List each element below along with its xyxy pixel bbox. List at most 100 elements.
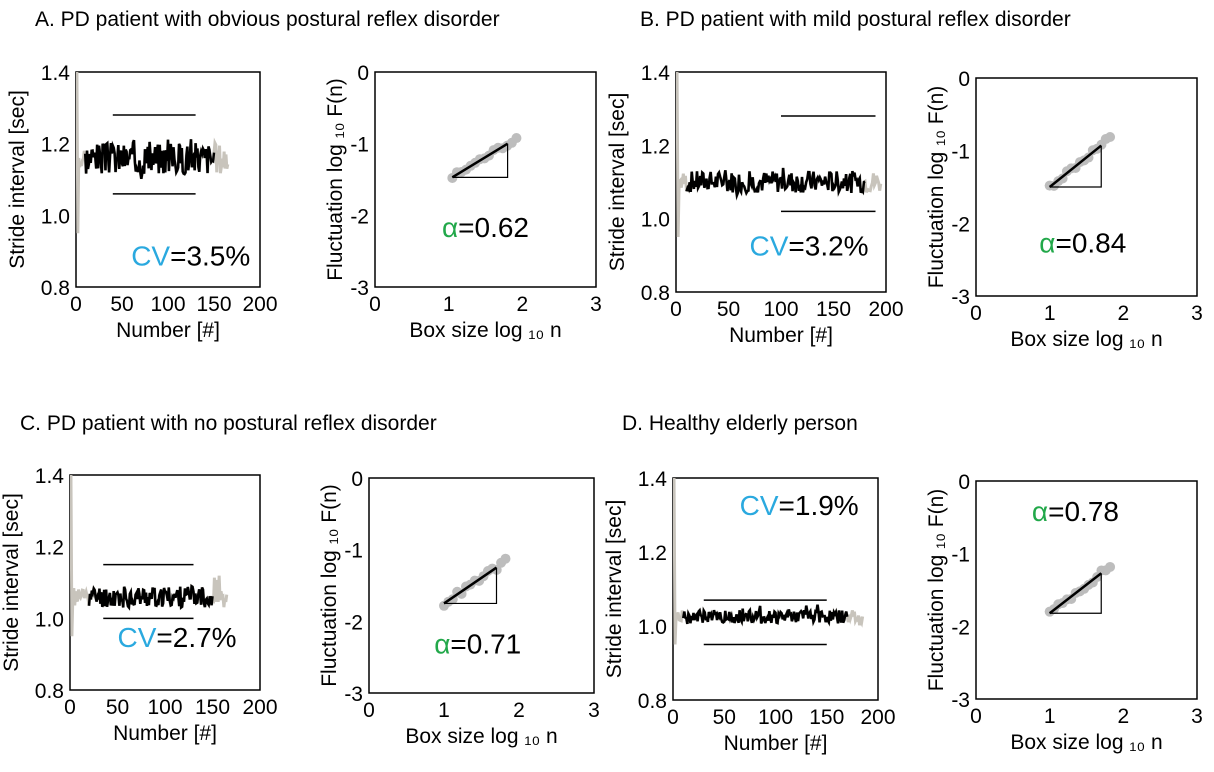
stride-plot: 0 50 100 150 200 0.8 1.0 1.2 1.4 Number [#] Stride… xyxy=(603,468,896,755)
y-axis-label: Fluctuation log ₁₀ F(n) xyxy=(925,489,948,692)
y-tick-label: 0.8 xyxy=(641,282,670,305)
alpha-annotation: α=0.62 xyxy=(442,212,529,243)
slope-triangle xyxy=(444,567,498,605)
cv-annotation: CV=3.2% xyxy=(750,230,869,261)
dfa-fit-line xyxy=(443,566,498,605)
x-tick-label: 3 xyxy=(1191,302,1203,325)
x-tick-label: 2 xyxy=(513,699,525,722)
y-tick-label: 1.4 xyxy=(638,468,668,491)
x-axis-label: Number [#] xyxy=(116,319,220,342)
cv-value: =2.7% xyxy=(156,622,236,653)
y-tick-label: 1.0 xyxy=(41,205,70,228)
y-tick-label: 1.2 xyxy=(41,134,70,157)
x-tick-label: 150 xyxy=(816,298,851,321)
stride-plot-frame xyxy=(672,477,879,701)
cv-value: =1.9% xyxy=(779,490,859,521)
x-tick-label: 0 xyxy=(670,298,682,321)
y-tick-label: 0 xyxy=(958,68,970,91)
y-tick-label: 0.8 xyxy=(41,277,70,300)
y-tick-label: 1.0 xyxy=(35,608,64,631)
alpha-annotation: α=0.71 xyxy=(434,629,521,660)
stride-plot: 0 50 100 150 200 0.8 1.0 1.2 1.4 Number [#] Stride… xyxy=(6,62,278,342)
x-tick-label: 1 xyxy=(443,293,455,316)
y-tick-label: -1 xyxy=(951,141,970,164)
y-tick-label: 1.2 xyxy=(638,542,667,565)
cv-annotation: CV=3.5% xyxy=(131,241,250,272)
y-axis-label: Stride interval [sec] xyxy=(0,493,23,672)
stride-plot: 0 50 100 150 200 0.8 1.0 1.2 1.4 Number [#] Stride… xyxy=(606,62,904,347)
y-tick-label: 0 xyxy=(958,471,970,494)
y-tick-label: 1.0 xyxy=(638,616,667,639)
x-tick-label: 0 xyxy=(667,706,679,729)
panel-A: A. PD patient with obvious postural refl… xyxy=(6,8,602,342)
cv-label: CV xyxy=(740,490,779,521)
x-tick-label: 50 xyxy=(110,293,133,316)
cv-label: CV xyxy=(131,241,170,272)
dfa-plot: 0 1 2 3 0 -1 -2 -3 Box size log ₁₀ n Fluctuation … xyxy=(925,471,1203,754)
cv-value: =3.2% xyxy=(788,230,868,261)
x-tick-label: 50 xyxy=(717,298,740,321)
dfa-fit-line xyxy=(1048,144,1103,188)
y-tick-label: -1 xyxy=(350,134,369,157)
dfa-point xyxy=(500,553,511,564)
y-tick-label: -2 xyxy=(951,213,970,236)
x-tick-label: 50 xyxy=(106,696,129,719)
dfa-plot-frame xyxy=(374,71,597,288)
x-tick-label: 3 xyxy=(1191,705,1203,728)
x-tick-label: 3 xyxy=(590,293,602,316)
panel-title: D. Healthy elderly person xyxy=(622,412,858,435)
y-tick-label: 1.4 xyxy=(41,62,71,85)
alpha-label: α xyxy=(1032,496,1048,527)
stride-trace xyxy=(87,584,214,611)
dfa-point xyxy=(511,133,522,144)
y-tick-label: -1 xyxy=(344,540,363,563)
y-tick-label: -2 xyxy=(344,611,363,634)
dfa-plot: 0 1 2 3 0 -1 -2 -3 Box size log ₁₀ n Fluctuation … xyxy=(324,62,602,342)
y-tick-label: -3 xyxy=(344,683,363,706)
x-tick-label: 0 xyxy=(70,293,82,316)
x-axis-label: Box size log ₁₀ n xyxy=(409,319,561,342)
x-tick-label: 2 xyxy=(1117,302,1129,325)
y-tick-label: 0.8 xyxy=(638,690,667,713)
stride-trace xyxy=(83,139,216,180)
alpha-label: α xyxy=(434,629,450,660)
slope-triangle xyxy=(452,143,509,178)
y-axis-label: Fluctuation log ₁₀ F(n) xyxy=(925,86,948,289)
cv-annotation: CV=1.9% xyxy=(740,490,859,521)
cv-label: CV xyxy=(118,622,157,653)
x-tick-label: 150 xyxy=(196,293,231,316)
dfa-fit-line xyxy=(451,142,509,179)
x-tick-label: 2 xyxy=(516,293,528,316)
alpha-value: =0.62 xyxy=(458,212,529,243)
y-tick-label: 1.2 xyxy=(641,135,670,158)
panel-title: C. PD patient with no postural reflex di… xyxy=(20,412,437,435)
stride-plot: 0 50 100 150 200 0.8 1.0 1.2 1.4 Number [#] Stride… xyxy=(0,465,278,745)
y-tick-label: -3 xyxy=(951,689,970,712)
x-tick-label: 2 xyxy=(1117,705,1129,728)
y-tick-label: 0 xyxy=(351,468,363,491)
x-axis-label: Box size log ₁₀ n xyxy=(1010,731,1162,754)
stride-plot-frame xyxy=(75,71,261,288)
y-axis-label: Fluctuation log ₁₀ F(n) xyxy=(318,484,341,687)
y-tick-label: -1 xyxy=(951,544,970,567)
stride-trace xyxy=(682,604,849,627)
x-tick-label: 50 xyxy=(713,706,736,729)
stride-plot-frame xyxy=(69,474,261,691)
alpha-annotation: α=0.84 xyxy=(1039,227,1126,258)
y-tick-label: -2 xyxy=(350,205,369,228)
x-axis-label: Box size log ₁₀ n xyxy=(405,725,557,748)
x-tick-label: 0 xyxy=(64,696,76,719)
dfa-plot-frame xyxy=(368,477,595,694)
dfa-plot: 0 1 2 3 0 -1 -2 -3 Box size log ₁₀ n Fluctuation … xyxy=(318,468,600,748)
cv-label: CV xyxy=(750,230,789,261)
dfa-point xyxy=(456,588,467,599)
x-tick-label: 150 xyxy=(809,706,844,729)
alpha-annotation: α=0.78 xyxy=(1032,496,1119,527)
x-tick-label: 0 xyxy=(970,302,982,325)
x-tick-label: 200 xyxy=(860,706,895,729)
x-tick-label: 100 xyxy=(758,706,793,729)
cv-value: =3.5% xyxy=(170,241,250,272)
x-axis-label: Number [#] xyxy=(724,732,828,755)
x-axis-label: Number [#] xyxy=(113,722,217,745)
